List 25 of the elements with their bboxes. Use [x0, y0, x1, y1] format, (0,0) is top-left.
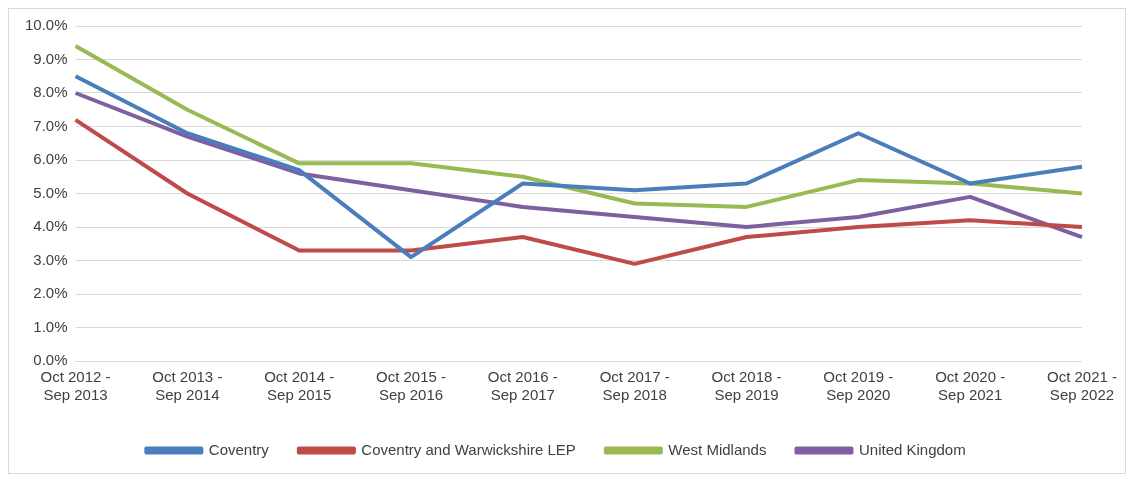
- x-tick-label: Oct 2013 - Sep 2014: [152, 368, 223, 404]
- legend-label: West Midlands: [668, 440, 767, 458]
- x-tick-label: Oct 2014 - Sep 2015: [264, 368, 335, 404]
- y-tick-label: 9.0%: [33, 49, 68, 67]
- x-tick-label: Oct 2017 - Sep 2018: [599, 368, 670, 404]
- x-tick-label: Oct 2018 - Sep 2019: [711, 368, 782, 404]
- x-tick-label: Oct 2020 - Sep 2021: [935, 368, 1006, 404]
- y-tick-label: 1.0%: [33, 317, 68, 335]
- y-tick-label: 3.0%: [33, 250, 68, 268]
- legend-label: Coventry and Warwickshire LEP: [361, 440, 576, 458]
- x-tick-label: Oct 2016 - Sep 2017: [487, 368, 558, 404]
- y-tick-label: 7.0%: [33, 116, 68, 134]
- legend-label: United Kingdom: [858, 440, 966, 458]
- x-tick-label: Oct 2021 - Sep 2022: [1046, 368, 1118, 404]
- y-tick-label: 8.0%: [33, 83, 68, 101]
- x-tick-label: Oct 2015 - Sep 2016: [375, 368, 447, 404]
- y-tick-label: 0.0%: [33, 351, 68, 369]
- y-tick-label: 5.0%: [33, 183, 68, 201]
- y-tick-label: 2.0%: [33, 284, 68, 302]
- y-tick-label: 4.0%: [33, 217, 68, 235]
- y-tick-label: 6.0%: [33, 150, 68, 168]
- legend-label: Coventry: [208, 440, 270, 458]
- x-tick-label: Oct 2012 - Sep 2013: [40, 368, 111, 404]
- x-tick-label: Oct 2019 - Sep 2020: [823, 368, 894, 404]
- y-tick-label: 10.0%: [24, 16, 68, 34]
